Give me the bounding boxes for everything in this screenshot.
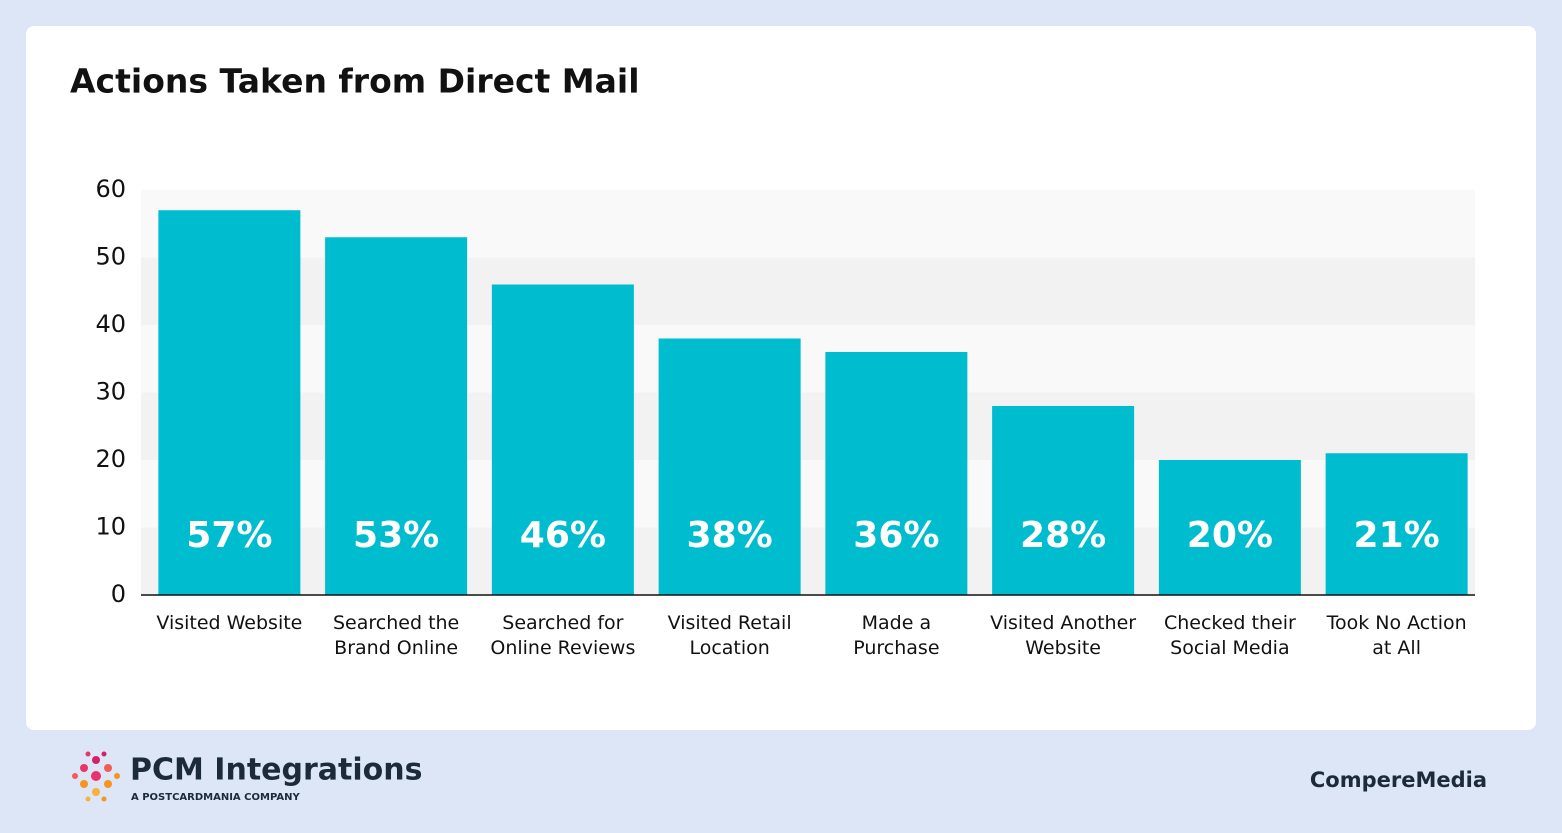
x-tick-label: Visited Website <box>156 612 303 634</box>
bar <box>658 338 801 595</box>
y-tick-label: 0 <box>111 580 126 608</box>
bar <box>992 406 1135 595</box>
x-tick-label: Made a Purchase <box>853 612 940 659</box>
data-label: 57% <box>186 515 272 556</box>
brand-tagline: A POSTCARDMANIA COMPANY <box>131 792 300 803</box>
y-tick-label: 50 <box>95 243 126 271</box>
logo <box>72 751 120 802</box>
data-label: 53% <box>353 515 439 556</box>
x-tick-label: Visited Retail Location <box>667 612 792 659</box>
x-tick-label: Searched for Online Reviews <box>490 612 636 659</box>
x-tick-label: Visited Another Website <box>990 612 1137 659</box>
x-tick-label: Searched the Brand Online <box>333 612 460 659</box>
x-tick-label: Took No Action at All <box>1326 612 1467 659</box>
y-tick-label: 20 <box>95 445 126 473</box>
x-tick-label: Checked their Social Media <box>1163 612 1296 659</box>
data-label: 46% <box>520 515 606 556</box>
chart-title: Actions Taken from Direct Mail <box>70 62 640 101</box>
data-label: 28% <box>1020 515 1106 556</box>
partner: CompereMedia <box>1310 768 1487 792</box>
y-tick-label: 10 <box>95 513 126 541</box>
bar <box>1325 453 1468 595</box>
y-tick-label: 60 <box>95 175 126 203</box>
bar <box>1158 460 1301 595</box>
data-label: 21% <box>1354 515 1440 556</box>
data-label: 20% <box>1187 515 1273 556</box>
data-label: 36% <box>853 515 939 556</box>
y-tick-label: 30 <box>95 378 126 406</box>
bar <box>825 352 968 595</box>
bar <box>491 284 634 595</box>
bar <box>158 210 301 595</box>
brand: PCM Integrations <box>130 753 422 788</box>
data-label: 38% <box>687 515 773 556</box>
y-tick-label: 40 <box>95 310 126 338</box>
bar <box>325 237 468 595</box>
